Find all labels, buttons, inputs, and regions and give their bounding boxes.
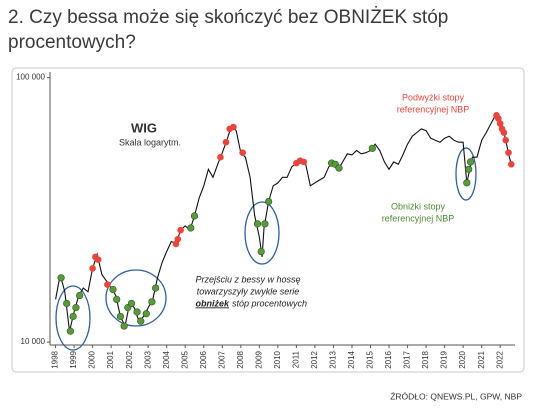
cut-dot — [120, 322, 128, 330]
x-tick-label: 2007 — [217, 350, 226, 368]
cut-dot — [148, 298, 156, 306]
cut-dot — [335, 164, 343, 172]
x-tick-label: 2005 — [180, 350, 189, 368]
x-tick-label: 2009 — [254, 350, 263, 368]
x-tick-label: 2006 — [199, 350, 208, 368]
circle — [55, 285, 91, 351]
cut-dot — [76, 291, 84, 300]
cut-dot — [113, 295, 121, 304]
annotation: Podwyżki stopy — [402, 92, 465, 102]
hike-dot — [222, 138, 230, 146]
cut-dot — [133, 308, 141, 316]
hike-dot — [94, 256, 102, 263]
cut-dot — [137, 317, 145, 325]
annotation: referencyjnej NBP — [397, 104, 470, 114]
hike-dot — [502, 136, 510, 144]
hike-dot — [500, 129, 508, 136]
x-tick-label: 2018 — [421, 350, 430, 368]
x-tick-label: 2019 — [440, 350, 449, 368]
cut-dot — [127, 299, 136, 308]
cut-dot — [63, 299, 71, 308]
cut-dot — [109, 285, 117, 294]
hike-dot — [89, 265, 96, 272]
x-tick-label: 2015 — [366, 350, 375, 368]
cut-dot — [72, 304, 80, 312]
cut-dot — [261, 220, 269, 228]
cut-dot — [69, 312, 77, 321]
x-tick-label: 1999 — [69, 350, 78, 368]
hike-dot — [239, 149, 246, 157]
cut-dot — [187, 224, 195, 232]
x-tick-label: 2021 — [477, 350, 486, 368]
cut-dot — [253, 220, 262, 228]
cut-dot — [257, 247, 265, 256]
title-line: 2. Czy bessa może się skończyć bez OBNIŻ… — [8, 7, 448, 28]
annotation: obniżek — [195, 298, 229, 308]
cut-dot — [190, 212, 199, 220]
y-tick-label: 10 000 — [21, 337, 46, 346]
hike-dot — [177, 226, 184, 234]
hike-dot — [507, 161, 515, 168]
x-tick-label: 2016 — [384, 350, 393, 368]
x-tick-label: 2013 — [329, 350, 338, 368]
cut-dot — [463, 179, 471, 187]
hike-dot — [230, 123, 237, 131]
subtitle: Skala logarytm. — [119, 137, 181, 147]
cut-dot — [466, 158, 475, 166]
x-tick-label: 2002 — [125, 350, 134, 368]
cut-dot — [142, 310, 150, 318]
hike-dot — [505, 149, 512, 157]
cut-dot — [465, 165, 473, 173]
hike-dot — [496, 120, 504, 127]
x-tick-label: 2012 — [310, 350, 319, 368]
annotation: stóp procentowych — [232, 298, 307, 308]
x-tick-label: 2008 — [236, 350, 245, 368]
hike-dot — [217, 153, 224, 161]
x-tick-label: 2011 — [292, 350, 301, 368]
x-tick-label: 2014 — [347, 350, 356, 368]
x-tick-label: 2022 — [495, 350, 504, 368]
annotation: Przejściu z bessy w hossę — [195, 274, 300, 284]
x-tick-label: 1998 — [51, 350, 60, 368]
highlight-circles — [55, 147, 477, 351]
annotation: referencyjnej NBP — [382, 213, 455, 223]
source: ŹRÓDŁO: QNEWS.PL, GPW, NBP — [390, 391, 522, 401]
y-tick-label: 100 000 — [16, 73, 45, 82]
cut-dot — [57, 274, 65, 282]
cut-dot — [265, 197, 273, 206]
hike-dot — [174, 235, 182, 243]
x-tick-label: 2010 — [273, 350, 282, 368]
chart-frame — [11, 67, 525, 373]
title-line: procentowych? — [8, 32, 136, 53]
cut-dot — [66, 327, 74, 335]
cut-dot — [116, 312, 124, 321]
x-tick-label: 2020 — [458, 350, 467, 368]
series-label: WIG — [131, 120, 157, 135]
circle — [244, 201, 280, 265]
cut-dot — [151, 284, 160, 292]
x-tick-label: 2001 — [106, 350, 115, 368]
annotation: towarzyszyły zwykle serie — [197, 286, 300, 296]
x-tick-label: 2017 — [403, 350, 412, 368]
hike-dot — [300, 158, 308, 166]
hike-dot — [495, 115, 502, 122]
x-tick-label: 2003 — [143, 350, 152, 368]
circle — [455, 147, 477, 201]
x-tick-label: 2004 — [162, 350, 171, 368]
circle — [105, 269, 167, 327]
cut-dot — [368, 144, 376, 152]
annotation: Obniżki stopy — [391, 201, 446, 211]
hike-dot — [104, 281, 111, 288]
x-tick-label: 2000 — [88, 350, 97, 368]
